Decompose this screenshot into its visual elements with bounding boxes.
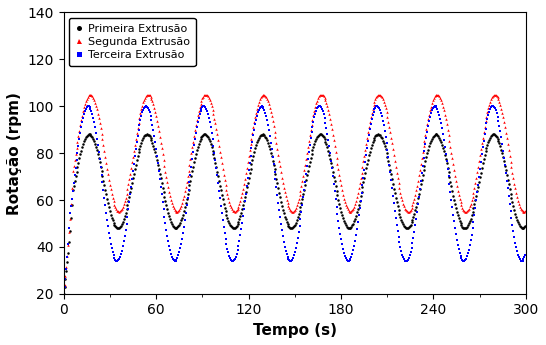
Primeira Extrusão <box>522 224 529 228</box>
Terceira Extrusão <box>336 225 342 229</box>
Primeira Extrusão <box>60 292 67 296</box>
Terceira Extrusão <box>60 292 67 296</box>
Terceira Extrusão <box>522 253 529 257</box>
Primeira Extrusão <box>336 202 342 206</box>
Primeira Extrusão <box>440 146 446 150</box>
Segunda Extrusão <box>335 167 342 171</box>
Segunda Extrusão <box>440 105 446 109</box>
Segunda Extrusão <box>512 186 518 190</box>
Line: Terceira Extrusão: Terceira Extrusão <box>62 105 526 295</box>
Line: Segunda Extrusão: Segunda Extrusão <box>62 93 526 295</box>
Primeira Extrusão <box>311 141 318 146</box>
Line: Primeira Extrusão: Primeira Extrusão <box>62 133 526 295</box>
Segunda Extrusão <box>376 92 382 97</box>
Segunda Extrusão <box>60 292 67 296</box>
Segunda Extrusão <box>282 194 289 198</box>
Terceira Extrusão <box>281 240 287 244</box>
Terceira Extrusão <box>512 240 518 245</box>
Segunda Extrusão <box>310 113 317 117</box>
Terceira Extrusão <box>283 252 290 256</box>
Primeira Extrusão <box>281 211 287 215</box>
X-axis label: Tempo (s): Tempo (s) <box>253 323 337 338</box>
Segunda Extrusão <box>522 209 529 213</box>
Legend: Primeira Extrusão, Segunda Extrusão, Terceira Extrusão: Primeira Extrusão, Segunda Extrusão, Ter… <box>69 18 195 66</box>
Primeira Extrusão <box>144 132 150 136</box>
Segunda Extrusão <box>280 181 286 185</box>
Y-axis label: Rotação (rpm): Rotação (rpm) <box>7 92 22 215</box>
Primeira Extrusão <box>512 212 518 216</box>
Terceira Extrusão <box>311 115 318 119</box>
Terceira Extrusão <box>143 104 149 108</box>
Terceira Extrusão <box>440 132 446 136</box>
Primeira Extrusão <box>283 220 290 224</box>
